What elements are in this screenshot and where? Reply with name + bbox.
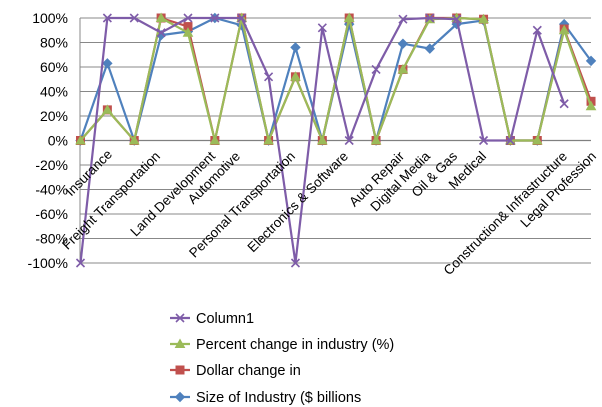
data-point [264,72,274,82]
data-point [317,23,327,33]
data-point [585,55,597,67]
data-point [425,13,435,23]
legend-item: Dollar change in [170,363,301,379]
series-column1 [75,13,569,268]
data-point [505,135,515,146]
legend-label: Dollar change in [196,363,301,379]
data-point [558,24,570,35]
data-point [290,258,301,268]
data-point [182,27,194,37]
data-point [397,38,409,49]
data-point [263,134,274,145]
data-point [128,134,140,145]
data-point [343,12,355,22]
y-axis: 100% 80% 60% 40% 20% 0% -20% -40% -60% -80% -100% [28,10,591,271]
y-tick-label: 100% [32,10,68,26]
y-tick-label: -60% [35,206,68,222]
data-point [452,14,462,24]
legend: Column1 Percent change in industry (%) Dol… [170,311,394,406]
data-point [316,134,328,145]
y-tick-label: -20% [35,157,68,173]
data-point [532,25,542,35]
y-tick-label: 0% [48,133,68,149]
data-point [174,391,186,403]
data-point [75,258,86,268]
data-point [75,134,86,145]
data-point [237,13,247,23]
data-point [102,104,113,114]
series-layer [75,12,597,268]
data-point [371,64,381,75]
legend-item: Column1 [170,311,254,327]
y-tick-label: 60% [40,59,68,75]
data-point [175,313,185,323]
data-point [102,58,113,69]
legend-label: Size of Industry ($ billions [196,390,361,406]
data-point [424,43,436,54]
data-point [102,13,112,23]
y-tick-label: -80% [35,231,68,247]
data-point [585,100,597,111]
legend-item: Percent change in industry (%) [170,337,394,353]
data-point [290,71,301,81]
legend-label: Column1 [196,311,254,327]
data-point [129,13,139,23]
data-point [398,14,408,24]
data-point [559,99,569,109]
series-percent-change-in-industry [75,12,597,145]
y-tick-label: -40% [35,182,68,198]
y-tick-label: 80% [40,35,68,51]
legend-item: Size of Industry ($ billions [170,390,361,406]
y-tick-label: -100% [28,255,68,271]
x-tick-label: Freight Transportation [59,149,163,253]
data-point [290,42,301,53]
data-point [478,135,489,146]
data-point [210,13,220,23]
data-point [370,134,382,145]
data-point [155,12,167,22]
legend-label: Percent change in industry (%) [196,337,394,353]
data-point [344,135,354,146]
data-point [209,134,221,145]
data-point [156,28,166,38]
data-point [531,134,543,145]
data-point [183,13,193,23]
y-tick-label: 20% [40,108,68,124]
data-point [174,338,186,348]
y-tick-label: 40% [40,84,68,100]
data-point [397,63,409,74]
data-point [478,13,489,24]
data-point [175,365,185,375]
